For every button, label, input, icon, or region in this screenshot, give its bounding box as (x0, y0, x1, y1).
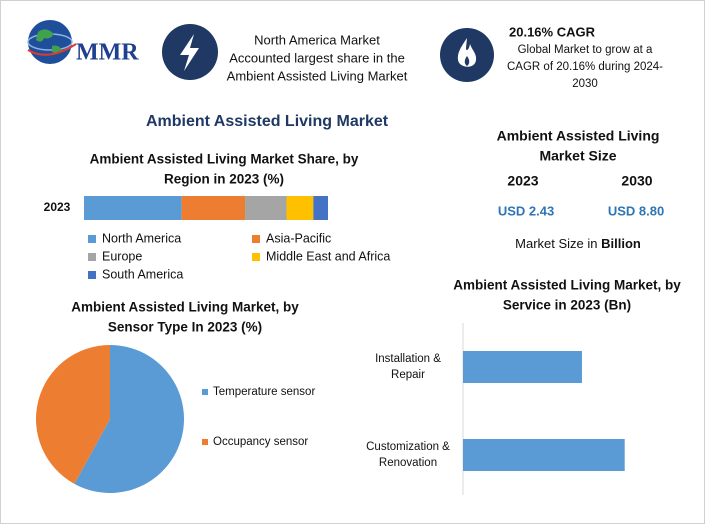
logo-text: MMR (76, 40, 139, 66)
category-label: Customization & (366, 441, 450, 453)
chart-title: Ambient Assisted Living Market, by (453, 278, 681, 293)
size-value: USD 8.80 (608, 203, 664, 218)
chart-title: Ambient Assisted Living Market, by (71, 300, 299, 315)
bar (463, 439, 625, 471)
main-title: Ambient Assisted Living Market (146, 113, 389, 130)
cagr-line: CAGR of 20.16% during 2024- (507, 61, 663, 73)
size-year: 2030 (621, 173, 652, 189)
chart-title: Service in 2023 (Bn) (503, 298, 631, 313)
category-label: Renovation (379, 457, 437, 469)
logo: MMR (27, 20, 139, 66)
cagr-line: Global Market to grow at a (518, 44, 653, 56)
legend-swatch (88, 235, 96, 243)
market-size: Ambient Assisted Living Market Size 2023… (497, 128, 665, 252)
legend-label: Occupancy sensor (213, 436, 308, 448)
size-year: 2023 (507, 173, 538, 189)
size-note-text: Market Size in (515, 236, 601, 251)
pie-slice (74, 345, 185, 493)
legend-swatch (88, 271, 96, 279)
bar-segment (313, 196, 328, 220)
category-label: Installation & (375, 353, 441, 365)
flame-icon (440, 28, 494, 82)
legend-swatch (252, 253, 260, 261)
legend-swatch (202, 389, 208, 395)
legend-label: North America (102, 231, 181, 245)
legend-swatch (202, 439, 208, 445)
bar (463, 351, 582, 383)
bar-segment (84, 196, 182, 220)
category-label: 2023 (44, 200, 71, 214)
legend-label: Asia-Pacific (266, 231, 331, 245)
legend-swatch (252, 235, 260, 243)
size-note-unit: Billion (601, 236, 641, 251)
highlight-line: Accounted largest share in the (229, 50, 405, 65)
bar-segment (286, 196, 314, 220)
legend-label: South America (102, 267, 183, 281)
legend-label: Europe (102, 249, 142, 263)
legend-label: Temperature sensor (213, 386, 315, 398)
highlight-line: North America Market (254, 32, 380, 47)
highlight: North America Market Accounted largest s… (227, 32, 408, 83)
bar-segment (245, 196, 287, 220)
chart-title: Sensor Type In 2023 (%) (108, 320, 262, 335)
size-note: Market Size in Billion (515, 236, 641, 251)
size-title: Market Size (539, 148, 616, 164)
size-title: Ambient Assisted Living (497, 128, 660, 144)
cagr-line: 2030 (572, 78, 598, 90)
size-value: USD 2.43 (498, 203, 554, 218)
pie-slice (36, 345, 110, 484)
lightning-icon (162, 24, 218, 80)
chart-title: Ambient Assisted Living Market Share, by (90, 152, 359, 167)
bar-segment (181, 196, 246, 220)
cagr-title: 20.16% CAGR (509, 24, 596, 39)
legend-swatch (88, 253, 96, 261)
chart-title: Region in 2023 (%) (164, 172, 284, 187)
category-label: Repair (391, 369, 425, 381)
highlight-line: Ambient Assisted Living Market (227, 68, 408, 83)
legend-label: Middle East and Africa (266, 249, 390, 263)
